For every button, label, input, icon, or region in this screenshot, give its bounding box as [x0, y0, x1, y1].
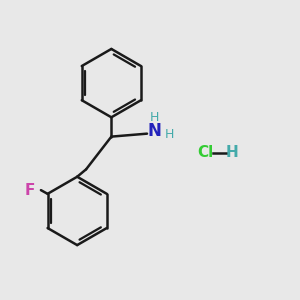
Text: Cl: Cl: [197, 146, 213, 160]
Text: F: F: [24, 183, 35, 198]
Text: N: N: [148, 122, 161, 140]
Text: H: H: [150, 111, 159, 124]
Text: H: H: [225, 146, 238, 160]
Text: H: H: [165, 128, 174, 141]
